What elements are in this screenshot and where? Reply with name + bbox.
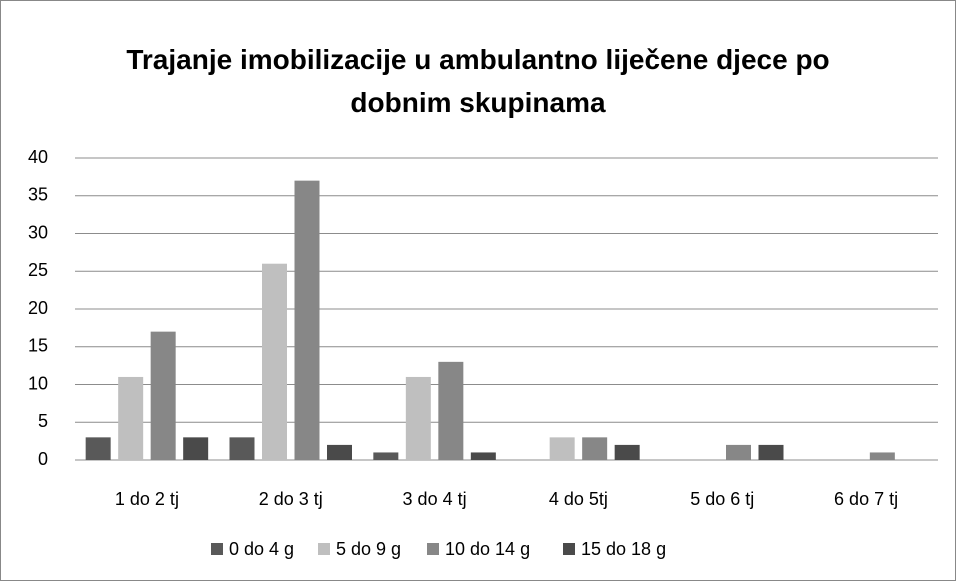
x-tick-label: 2 do 3 tj: [259, 489, 323, 509]
x-tick-label: 4 do 5tj: [549, 489, 608, 509]
legend-label: 15 do 18 g: [581, 539, 666, 559]
y-tick-label: 40: [28, 147, 48, 167]
bar: [262, 263, 287, 460]
bar: [373, 452, 399, 460]
x-tick-label: 3 do 4 tj: [403, 489, 467, 509]
bar: [183, 437, 209, 460]
bar: [614, 444, 640, 460]
bar: [118, 376, 144, 460]
legend-label: 5 do 9 g: [336, 539, 401, 559]
legend-label: 10 do 14 g: [445, 539, 530, 559]
bar: [229, 437, 255, 460]
y-tick-label: 10: [28, 373, 48, 393]
legend-swatch: [318, 543, 330, 555]
legend-swatch: [427, 543, 439, 555]
y-tick-label: 0: [38, 449, 48, 469]
bar: [549, 437, 575, 460]
y-tick-label: 5: [38, 411, 48, 431]
y-tick-label: 30: [28, 222, 48, 242]
legend-swatch: [563, 543, 575, 555]
x-tick-label: 5 do 6 tj: [690, 489, 754, 509]
bar: [582, 437, 608, 460]
y-tick-label: 20: [28, 298, 48, 318]
chart-title: Trajanje imobilizacije u ambulantno lije…: [126, 44, 830, 118]
bar: [470, 452, 496, 460]
x-tick-label: 6 do 7 tj: [834, 489, 898, 509]
y-tick-label: 15: [28, 336, 48, 356]
bar: [758, 444, 784, 460]
bar: [869, 452, 895, 460]
bar: [85, 437, 111, 460]
bar: [294, 180, 320, 460]
bar: [150, 331, 176, 460]
y-tick-label: 25: [28, 260, 48, 280]
bar: [438, 361, 464, 460]
bar: [327, 444, 352, 460]
x-tick-label: 1 do 2 tj: [115, 489, 179, 509]
bar: [405, 376, 431, 460]
y-tick-label: 35: [28, 185, 48, 205]
legend-swatch: [211, 543, 223, 555]
bar: [726, 444, 751, 460]
legend-label: 0 do 4 g: [229, 539, 294, 559]
